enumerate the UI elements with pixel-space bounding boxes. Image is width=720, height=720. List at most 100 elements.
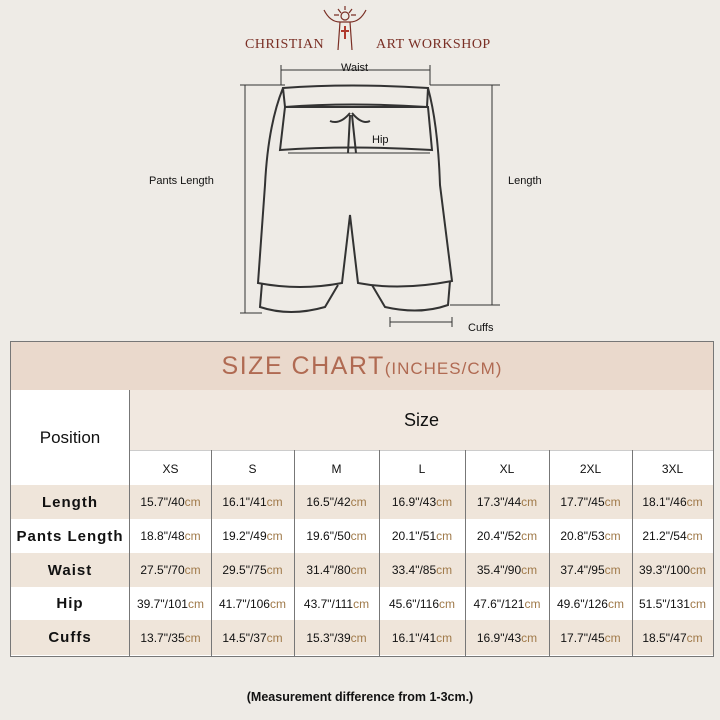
- unit-cm: cm: [604, 495, 621, 509]
- measurement-cell: 13.7"/35 cm: [130, 620, 211, 655]
- unit-cm: cm: [350, 563, 367, 577]
- unit-cm: cm: [436, 529, 453, 543]
- measurement-value: 16.9"/43: [391, 495, 437, 509]
- unit-cm: cm: [266, 563, 283, 577]
- measurement-value: 49.6"/126: [557, 596, 608, 611]
- measurement-value: 16.1"/41: [391, 630, 437, 645]
- unit-cm: cm: [604, 630, 621, 645]
- measurement-cell: 31.4"/80 cm: [294, 553, 379, 587]
- measurement-cell: 16.1"/41 cm: [211, 485, 294, 519]
- size-chart-title: SIZE CHART(INCHES/CM): [11, 342, 713, 391]
- measurement-value: 27.5"/70: [140, 563, 185, 577]
- measurement-cell: 15.3"/39 cm: [294, 620, 379, 655]
- unit-cm: cm: [521, 630, 538, 645]
- measurement-value: 20.1"/51: [391, 529, 437, 543]
- unit-cm: cm: [350, 630, 367, 645]
- brand-name-left: CHRISTIAN: [245, 37, 325, 52]
- measurement-value: 39.3"/100: [639, 563, 690, 577]
- measurement-value: 16.5"/42: [306, 495, 351, 509]
- measurement-cell: 14.5"/37 cm: [211, 620, 294, 655]
- unit-cm: cm: [436, 563, 453, 577]
- size-column-header: XS: [130, 450, 211, 486]
- row-label: Cuffs: [11, 620, 129, 655]
- measurement-value: 19.6"/50: [306, 529, 351, 543]
- unit-cm: cm: [604, 529, 621, 543]
- measurement-cell: 17.3"/44 cm: [465, 485, 549, 519]
- size-chart-table: SIZE CHART(INCHES/CM) Position Size XS S M…: [10, 341, 714, 657]
- measurement-value: 15.3"/39: [306, 630, 351, 645]
- row-label: Length: [11, 485, 129, 519]
- measurement-cell: 37.4"/95 cm: [549, 553, 632, 587]
- unit-cm: cm: [521, 495, 538, 509]
- measurement-value: 33.4"/85: [391, 563, 437, 577]
- position-header: Position: [11, 390, 130, 485]
- divider: [632, 450, 633, 656]
- measurement-cell: 18.8"/48 cm: [130, 519, 211, 553]
- measurement-cell: 45.6"/116 cm: [379, 587, 465, 620]
- measurement-cell: 16.5"/42 cm: [294, 485, 379, 519]
- size-column-header: S: [211, 450, 294, 486]
- measurement-cell: 16.1"/41 cm: [379, 620, 465, 655]
- measurement-value: 16.9"/43: [476, 630, 522, 645]
- measurement-cell: 17.7"/45 cm: [549, 485, 632, 519]
- measurement-cell: 16.9"/43 cm: [465, 620, 549, 655]
- unit-cm: cm: [266, 529, 283, 543]
- measurement-cell: 41.7"/106 cm: [211, 587, 294, 620]
- measurement-cell: 20.1"/51 cm: [379, 519, 465, 553]
- measurement-cell: 15.7"/40 cm: [130, 485, 211, 519]
- measurement-value: 20.8"/53: [560, 529, 605, 543]
- divider: [294, 450, 295, 656]
- measurement-value: 15.7"/40: [140, 495, 185, 509]
- measurement-value: 21.2"/54: [642, 529, 687, 543]
- unit-cm: cm: [353, 596, 370, 611]
- shorts-diagram: [240, 65, 500, 327]
- measurement-cell: 16.9"/43 cm: [379, 485, 465, 519]
- measurement-cell: 20.4"/52 cm: [465, 519, 549, 553]
- title-text: SIZE CHART: [221, 352, 385, 380]
- size-column-header: 2XL: [549, 450, 632, 486]
- unit-cm: cm: [187, 596, 204, 611]
- measurement-cell: 19.6"/50 cm: [294, 519, 379, 553]
- unit-cm: cm: [607, 596, 624, 611]
- measurement-value: 19.2"/49: [222, 529, 267, 543]
- unit-cm: cm: [266, 495, 283, 509]
- pants-length-label: Pants Length: [149, 175, 214, 187]
- measurement-value: 18.5"/47: [642, 630, 687, 645]
- measurement-cell: 21.2"/54 cm: [632, 519, 713, 553]
- measurement-cell: 29.5"/75 cm: [211, 553, 294, 587]
- measurement-value: 43.7"/111: [303, 596, 354, 611]
- measurement-value: 47.6"/121: [473, 596, 525, 611]
- measurement-value: 18.8"/48: [140, 529, 185, 543]
- unit-cm: cm: [686, 495, 703, 509]
- measurement-cell: 18.1"/46 cm: [632, 485, 713, 519]
- measurement-cell: 18.5"/47 cm: [632, 620, 713, 655]
- unit-cm: cm: [436, 630, 453, 645]
- measurement-value: 17.7"/45: [560, 630, 605, 645]
- measurement-cell: 43.7"/111 cm: [294, 587, 379, 620]
- unit-cm: cm: [436, 495, 453, 509]
- measurement-cell: 47.6"/121 cm: [465, 587, 549, 620]
- measurement-cell: 35.4"/90 cm: [465, 553, 549, 587]
- size-column-header: L: [379, 450, 465, 486]
- unit-cm: cm: [266, 630, 283, 645]
- measurement-cell: 20.8"/53 cm: [549, 519, 632, 553]
- unit-cm: cm: [350, 529, 367, 543]
- measurement-value: 31.4"/80: [306, 563, 351, 577]
- measurement-cell: 39.3"/100 cm: [632, 553, 713, 587]
- measurement-cell: 27.5"/70 cm: [130, 553, 211, 587]
- row-label: Hip: [11, 587, 129, 620]
- measurement-value: 14.5"/37: [222, 630, 267, 645]
- measurement-cell: 39.7"/101 cm: [130, 587, 211, 620]
- unit-cm: cm: [521, 529, 538, 543]
- measurement-value: 17.7"/45: [560, 495, 605, 509]
- divider: [211, 450, 212, 656]
- unit-cm: cm: [524, 596, 541, 611]
- measurement-value: 29.5"/75: [222, 563, 267, 577]
- divider: [129, 390, 130, 656]
- measurement-value: 18.1"/46: [642, 495, 687, 509]
- unit-cm: cm: [689, 596, 706, 611]
- measurement-value: 17.3"/44: [476, 495, 522, 509]
- unit-cm: cm: [184, 630, 201, 645]
- measurement-value: 37.4"/95: [560, 563, 605, 577]
- measurement-cell: 19.2"/49 cm: [211, 519, 294, 553]
